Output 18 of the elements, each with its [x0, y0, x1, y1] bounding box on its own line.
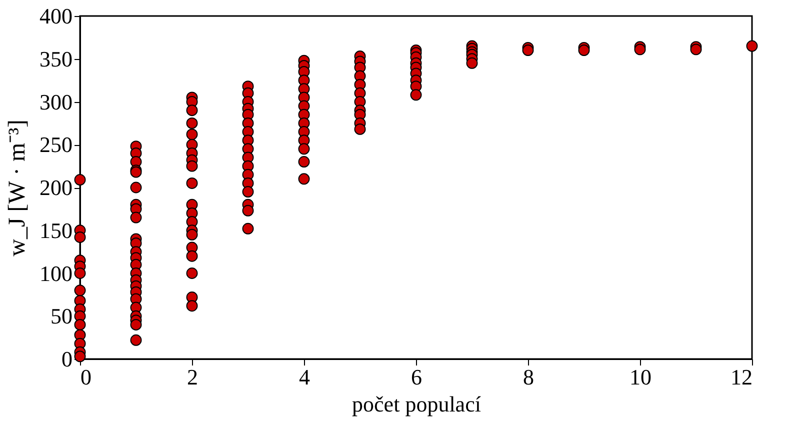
y-tick-label: 400 [40, 4, 72, 28]
y-tick-label: 350 [40, 46, 72, 72]
x-tick-label: 6 [411, 364, 422, 390]
x-tick-label: 12 [730, 364, 752, 390]
y-tick-label: 250 [40, 132, 72, 158]
x-tick-label: 10 [630, 364, 652, 390]
x-tick-label: 8 [523, 364, 534, 390]
x-tick-label: 0 [80, 364, 92, 390]
x-axis-title: počet populací [352, 392, 481, 416]
y-tick-label: 200 [40, 175, 72, 200]
y-tick-label: 100 [40, 260, 72, 286]
y-tick-label: 150 [40, 218, 72, 243]
y-tick-label: 50 [50, 304, 72, 329]
x-tick-label: 4 [299, 364, 310, 390]
y-tick-label: 0 [62, 346, 72, 372]
y-axis-title: w_J [W · m⁻³] [4, 120, 30, 256]
x-tick-label: 2 [187, 364, 198, 390]
y-tick-label: 300 [40, 89, 72, 114]
